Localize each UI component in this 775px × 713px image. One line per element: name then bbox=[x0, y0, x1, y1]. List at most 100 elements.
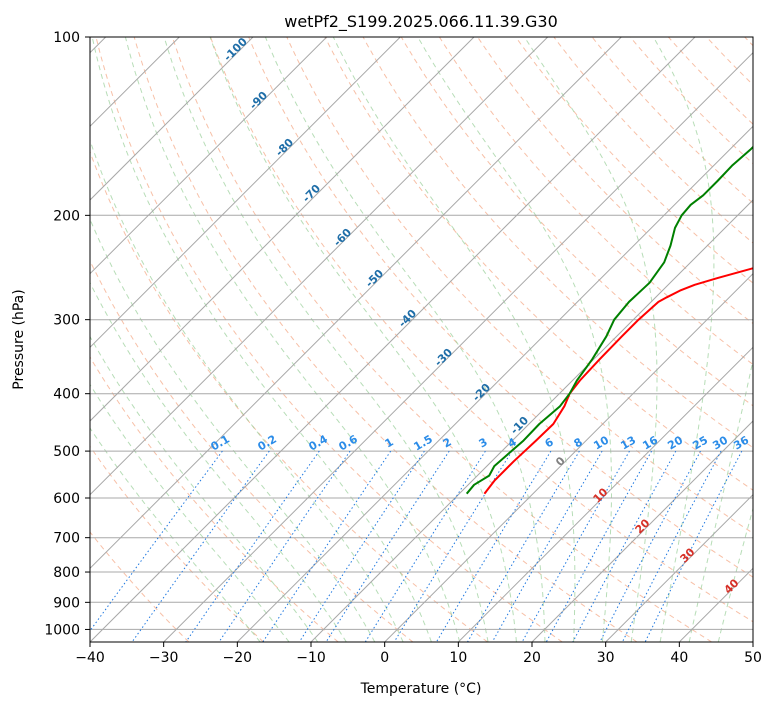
moist-adiabat-line bbox=[0, 150, 260, 642]
moist-adiabat-line bbox=[68, 62, 403, 643]
y-tick-label: 500 bbox=[53, 444, 80, 460]
y-axis-title: Pressure (hPa) bbox=[11, 289, 27, 389]
dry-adiabat-line bbox=[96, 37, 562, 642]
isotherm-line bbox=[385, 37, 775, 642]
dry-adiabat-line bbox=[516, 37, 775, 642]
isotherm-label: -40 bbox=[396, 307, 419, 330]
mixing-ratio-line bbox=[522, 451, 629, 642]
dry-adiabat-line bbox=[0, 37, 338, 642]
mixing-ratio-label: 0.6 bbox=[337, 432, 361, 453]
mixing-ratio-label: 25 bbox=[690, 434, 710, 453]
isopleth-labels: -100-90-80-70-60-50-40-30-20-10010203040… bbox=[209, 35, 752, 597]
isotherm-line bbox=[16, 37, 621, 642]
isotherm-line bbox=[0, 37, 400, 642]
isotherm-label: -80 bbox=[273, 136, 296, 159]
isotherm-label: 10 bbox=[591, 485, 611, 505]
x-tick-label: 30 bbox=[597, 650, 615, 666]
x-axis-title: Temperature (°C) bbox=[360, 681, 482, 697]
y-tick-label: 700 bbox=[53, 531, 80, 547]
isotherm-line bbox=[164, 37, 769, 642]
moist-adiabats bbox=[0, 37, 775, 642]
moist-adiabat-line bbox=[689, 37, 775, 642]
chart-title: wetPf2_S199.2025.066.11.39.G30 bbox=[284, 12, 558, 32]
isotherm-line bbox=[311, 37, 775, 642]
moist-adiabat-line bbox=[0, 133, 289, 642]
isobars bbox=[90, 37, 753, 629]
x-tick-label: −20 bbox=[223, 650, 253, 666]
isotherm-label: -100 bbox=[221, 35, 250, 64]
y-tick-label: 600 bbox=[53, 491, 80, 507]
mixing-ratio-line bbox=[600, 451, 701, 642]
y-tick-label: 900 bbox=[53, 595, 80, 611]
dry-adiabat-line bbox=[478, 37, 775, 642]
isotherm-line bbox=[458, 37, 775, 642]
mixing-ratio-label: 0.1 bbox=[209, 432, 232, 453]
mixing-ratio-line bbox=[573, 451, 676, 642]
isotherm-line bbox=[753, 37, 775, 642]
x-tick-label: 40 bbox=[670, 650, 688, 666]
mixing-ratio-label: 8 bbox=[572, 435, 585, 450]
mixing-ratio-label: 1.5 bbox=[412, 432, 435, 453]
moist-adiabat-line bbox=[164, 37, 488, 642]
moist-adiabat-line bbox=[92, 37, 431, 642]
x-tick-label: 20 bbox=[523, 650, 541, 666]
mixing-ratio-label: 10 bbox=[591, 433, 611, 452]
mixing-ratio-line bbox=[299, 451, 424, 642]
y-tick-label: 800 bbox=[53, 565, 80, 581]
isotherm-label: -50 bbox=[363, 267, 386, 290]
y-tick-label: 400 bbox=[53, 387, 80, 403]
isotherm-label: -10 bbox=[508, 414, 531, 437]
x-tick-label: −30 bbox=[149, 650, 179, 666]
isotherm-label: 40 bbox=[722, 576, 742, 596]
isotherm-label: -70 bbox=[300, 182, 323, 205]
moist-adiabat-line bbox=[418, 37, 612, 642]
mixing-ratio-label: 16 bbox=[640, 433, 660, 452]
dry-adiabat-line bbox=[20, 37, 413, 642]
mixing-ratio-label: 1 bbox=[383, 435, 396, 450]
isotherm-line bbox=[237, 37, 775, 642]
moist-adiabat-line bbox=[524, 37, 657, 642]
dry-adiabat-line bbox=[134, 37, 637, 642]
mixing-ratio-line bbox=[263, 451, 391, 642]
y-tick-label: 300 bbox=[53, 313, 80, 329]
x-tick-label: 50 bbox=[744, 650, 762, 666]
mixing-ratio-label: 30 bbox=[710, 433, 730, 452]
dry-adiabat-line bbox=[707, 37, 775, 642]
mixing-ratio-line bbox=[436, 451, 551, 642]
moist-adiabat-line bbox=[26, 105, 346, 643]
isotherm-line bbox=[0, 37, 327, 642]
mixing-ratio-label: 20 bbox=[665, 433, 685, 452]
x-tick-label: 10 bbox=[449, 650, 467, 666]
isotherm-line bbox=[0, 37, 474, 642]
mixing-ratio-line bbox=[365, 451, 485, 642]
y-tick-label: 100 bbox=[53, 30, 80, 46]
dry-adiabat-line bbox=[0, 37, 264, 642]
mixing-ratio-lines bbox=[82, 451, 742, 642]
mixing-ratio-label: 3 bbox=[477, 435, 490, 450]
dry-adiabat-line bbox=[745, 37, 775, 642]
isotherm-label: 20 bbox=[633, 516, 653, 536]
x-tick-label: −10 bbox=[296, 650, 326, 666]
x-tick-label: 0 bbox=[380, 650, 389, 666]
y-tick-label: 200 bbox=[53, 208, 80, 224]
mixing-ratio-label: 0.2 bbox=[256, 432, 279, 453]
mixing-ratio-label: 36 bbox=[731, 433, 751, 452]
isotherm-label: -30 bbox=[432, 346, 455, 369]
moist-adiabat-line bbox=[718, 37, 775, 642]
mixing-ratio-label: 4 bbox=[506, 435, 519, 450]
isotherm-line bbox=[532, 37, 775, 642]
dry-adiabat-line bbox=[0, 37, 189, 642]
isotherm-label: -20 bbox=[470, 381, 493, 404]
mixing-ratio-line bbox=[132, 451, 269, 642]
isotherm-label: 30 bbox=[678, 545, 698, 565]
mixing-ratio-label: 13 bbox=[618, 434, 638, 453]
x-tick-label: −40 bbox=[75, 650, 105, 666]
mixing-ratio-label: 0.4 bbox=[307, 432, 331, 453]
mixing-ratio-label: 2 bbox=[441, 435, 454, 450]
isotherm-label: -60 bbox=[331, 226, 354, 249]
mixing-ratio-label: 6 bbox=[543, 435, 556, 450]
moist-adiabat-line bbox=[6, 114, 318, 642]
